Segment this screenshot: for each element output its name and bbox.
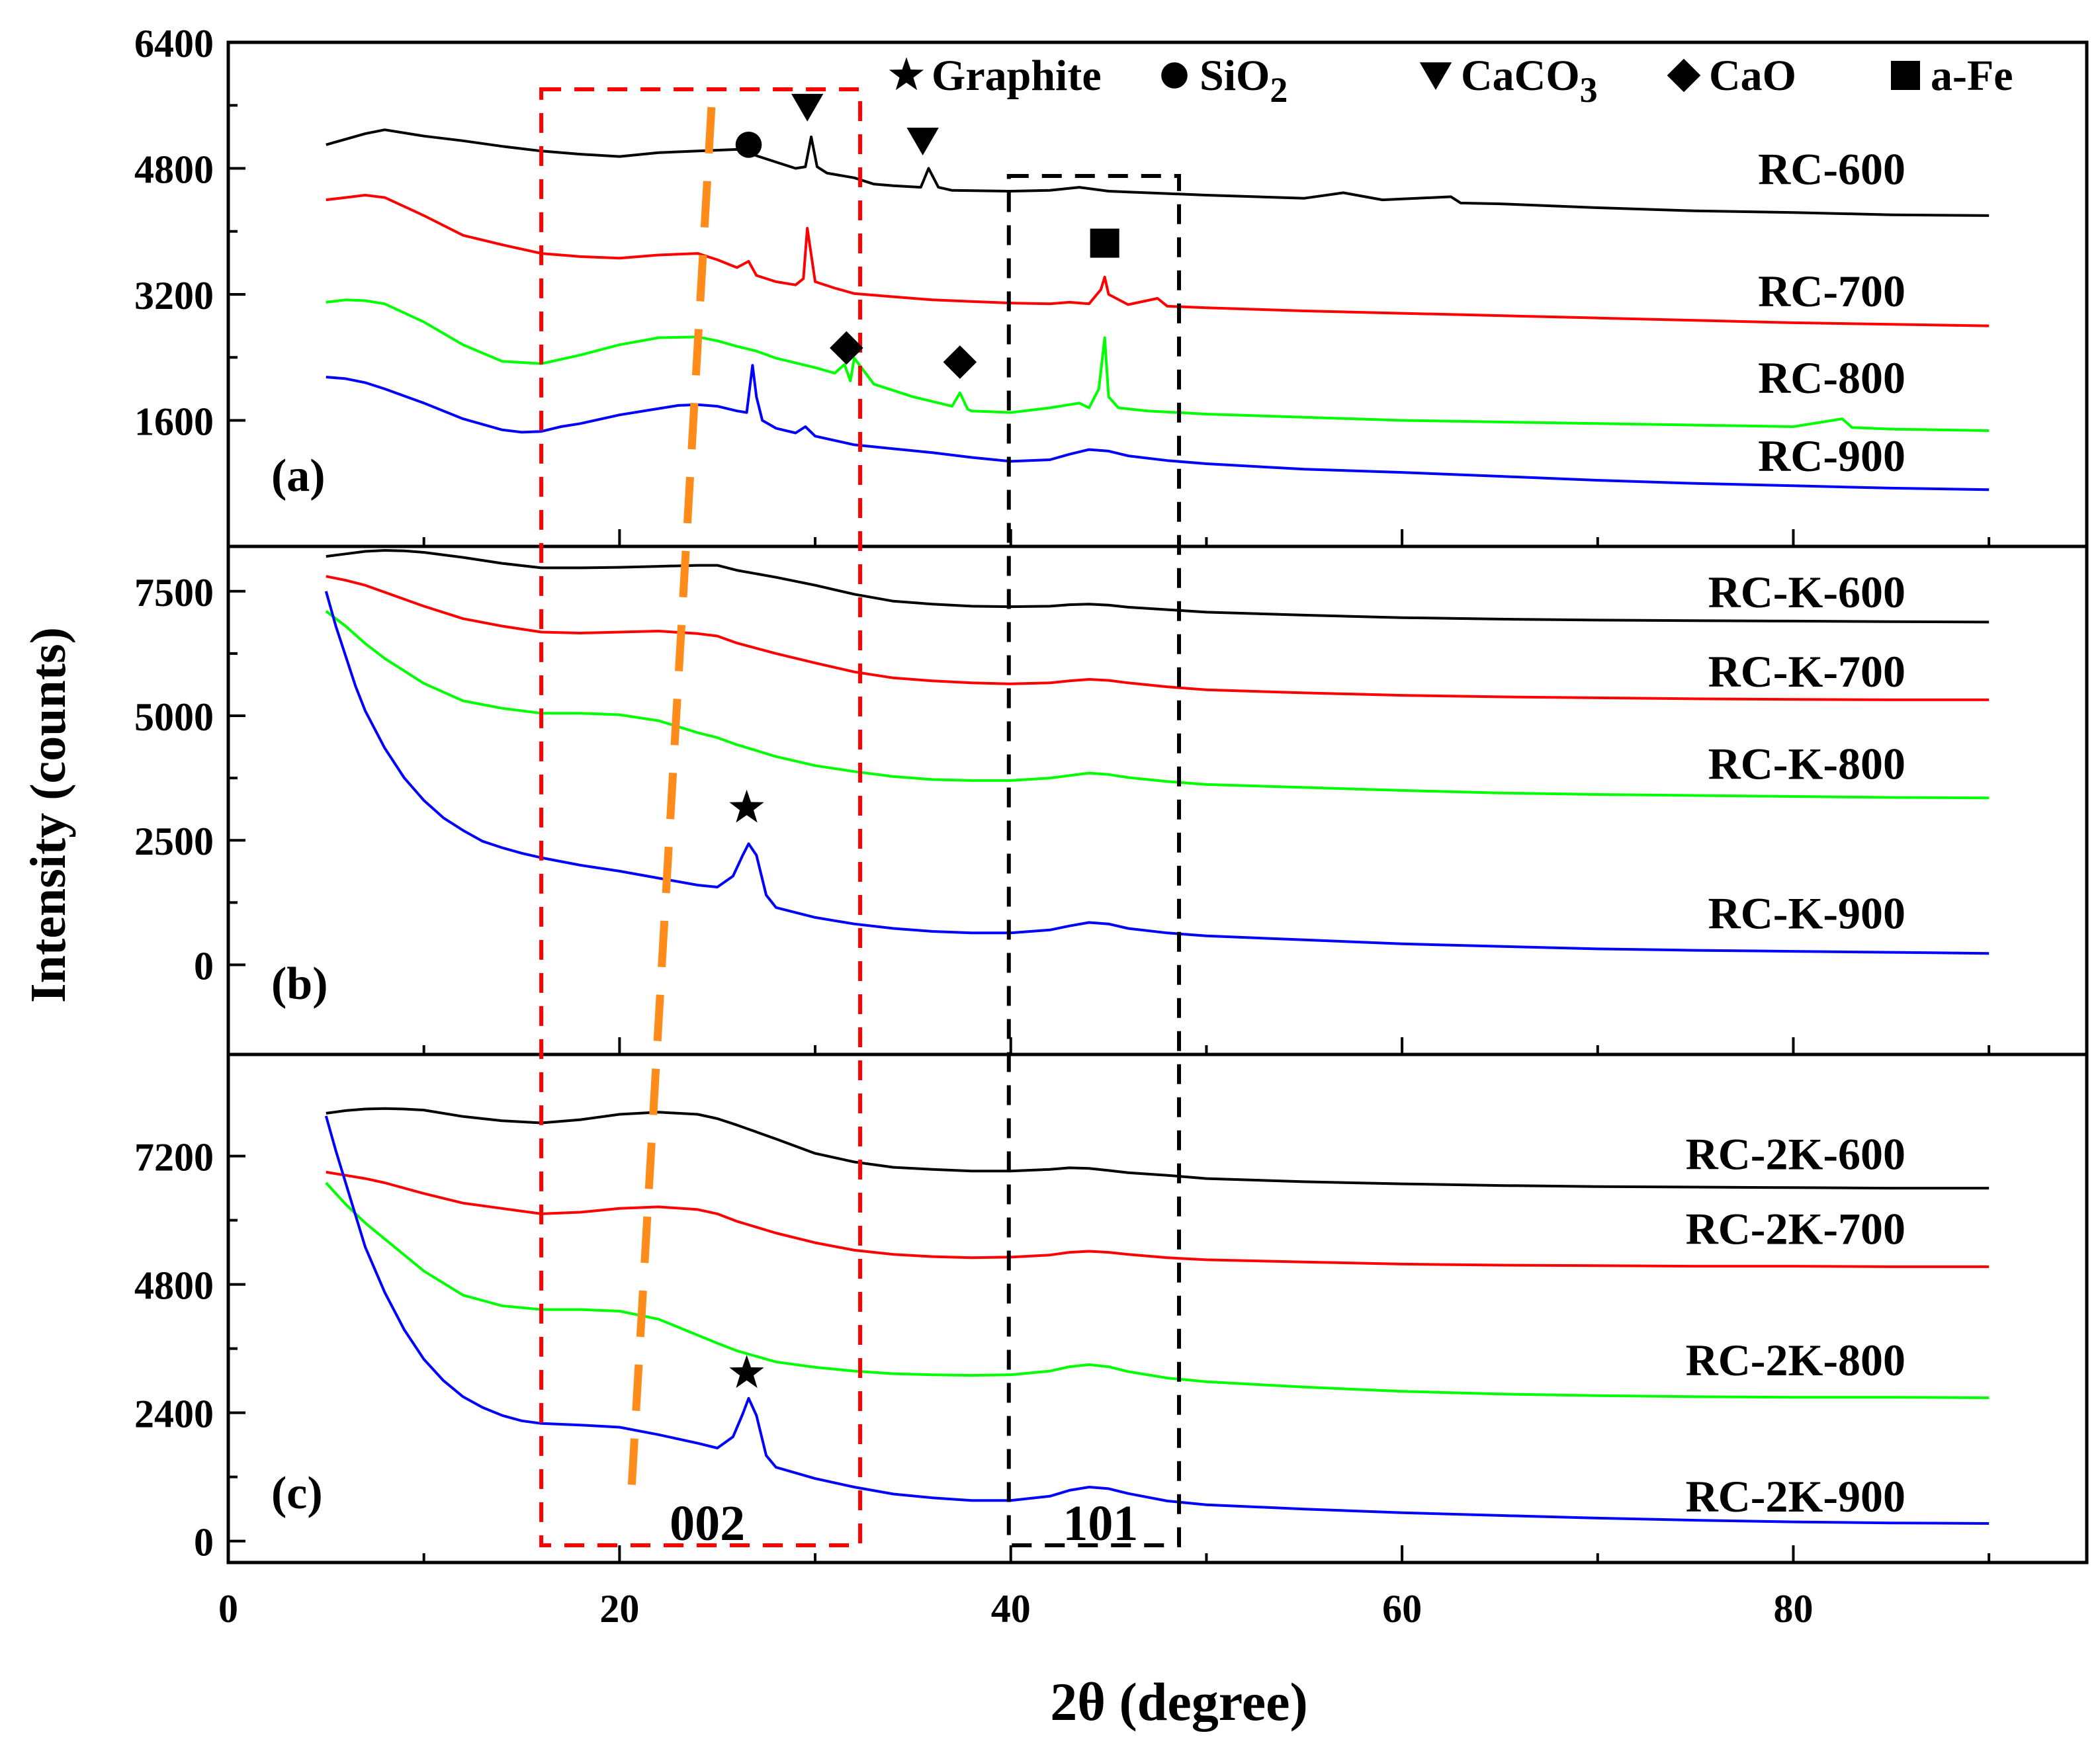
- legend-label: Graphite: [932, 52, 1102, 100]
- peak-marker-star: [729, 1355, 764, 1389]
- y-tick-label: 0: [194, 1521, 214, 1564]
- series-label-rc-k-900: RC-K-900: [1708, 888, 1905, 938]
- legend-label: CaO: [1709, 52, 1796, 100]
- peak-marker-star: [729, 789, 764, 823]
- x-tick-label: 40: [991, 1587, 1031, 1631]
- peak-marker-circle: [735, 131, 762, 158]
- peak-marker-triangle-down: [791, 93, 824, 122]
- plot-area: RC-600RC-700RC-800RC-9001600320048006400…: [134, 22, 2089, 1631]
- series-label-rc-2k-700: RC-2K-700: [1686, 1204, 1905, 1254]
- series-line-rc-k-900: [324, 591, 1990, 955]
- x-tick-label: 80: [1773, 1587, 1813, 1631]
- y-tick-label: 6400: [134, 22, 214, 65]
- series-line-rc-700: [326, 194, 1990, 327]
- series-line-rc-k-600: [326, 549, 1990, 624]
- series-label-rc-k-600: RC-K-600: [1708, 567, 1905, 617]
- series-line-rc-k-800: [325, 610, 1990, 800]
- peak-marker-diamond: [830, 331, 863, 365]
- y-tick-label: 7200: [134, 1136, 214, 1179]
- legend-label: CaCO3: [1461, 52, 1598, 110]
- series-line-rc-2k-600: [326, 1107, 1990, 1190]
- series-label-rc-2k-900: RC-2K-900: [1686, 1471, 1905, 1521]
- legend-marker-triangle-down: [1419, 62, 1452, 90]
- panel-label: (c): [271, 1468, 323, 1519]
- legend-subscript: 3: [1580, 70, 1598, 110]
- series-line-rc-2k-700: [326, 1170, 1990, 1268]
- series-label-rc-800: RC-800: [1758, 353, 1905, 403]
- y-axis-label: Intensity (counts): [21, 627, 76, 1003]
- x-axis-label: 2θ (degree): [1050, 1672, 1308, 1732]
- y-tick-label: 2500: [134, 820, 214, 863]
- series-label-rc-k-700: RC-K-700: [1708, 646, 1905, 697]
- region-box-002: [539, 87, 863, 1547]
- series-line-rc-2k-900: [324, 1115, 1990, 1525]
- panel-label: (b): [271, 959, 328, 1009]
- y-tick-label: 2400: [134, 1392, 214, 1436]
- legend-subscript: 2: [1270, 70, 1288, 110]
- y-tick-label: 4800: [134, 1264, 214, 1308]
- series-line-rc-900: [326, 364, 1990, 492]
- series-line-rc-k-700: [326, 575, 1990, 701]
- series-label-rc-k-800: RC-K-800: [1708, 739, 1905, 789]
- y-tick-label: 5000: [134, 695, 214, 739]
- x-tick-label: 60: [1382, 1587, 1422, 1631]
- legend-label: SiO2: [1200, 52, 1288, 110]
- legend-marker-square: [1891, 61, 1920, 90]
- series-label-rc-2k-800: RC-2K-800: [1686, 1335, 1905, 1385]
- panel-label: (a): [271, 450, 326, 501]
- series-label-rc-900: RC-900: [1758, 431, 1905, 481]
- y-tick-label: 3200: [134, 274, 214, 318]
- y-tick-label: 4800: [134, 148, 214, 192]
- plot-frame: [226, 40, 2089, 1564]
- series-line-rc-800: [326, 298, 1990, 432]
- legend-marker-star: [889, 57, 924, 91]
- series-line-rc-600: [326, 128, 1990, 217]
- series-label-rc-2k-600: RC-2K-600: [1686, 1129, 1905, 1179]
- legend-label: a-Fe: [1931, 52, 2013, 100]
- y-tick-label: 0: [194, 944, 214, 988]
- peak-marker-square: [1090, 228, 1119, 258]
- region-box-101: [1006, 174, 1182, 1547]
- region-label-101: 101: [1063, 1496, 1138, 1551]
- peak-marker-triangle-down: [906, 128, 939, 155]
- guide-line: [627, 107, 716, 1494]
- y-tick-label: 7500: [134, 571, 214, 615]
- region-label-002: 002: [670, 1496, 745, 1551]
- series-line-rc-2k-800: [325, 1181, 1990, 1399]
- x-tick-label: 0: [218, 1587, 238, 1631]
- legend-marker-circle: [1161, 62, 1188, 89]
- peak-marker-diamond: [943, 345, 977, 379]
- legend-marker-diamond: [1667, 58, 1701, 93]
- series-label-rc-600: RC-600: [1758, 144, 1905, 194]
- x-tick-label: 20: [599, 1587, 639, 1631]
- y-tick-label: 1600: [134, 400, 214, 444]
- series-label-rc-700: RC-700: [1758, 266, 1905, 316]
